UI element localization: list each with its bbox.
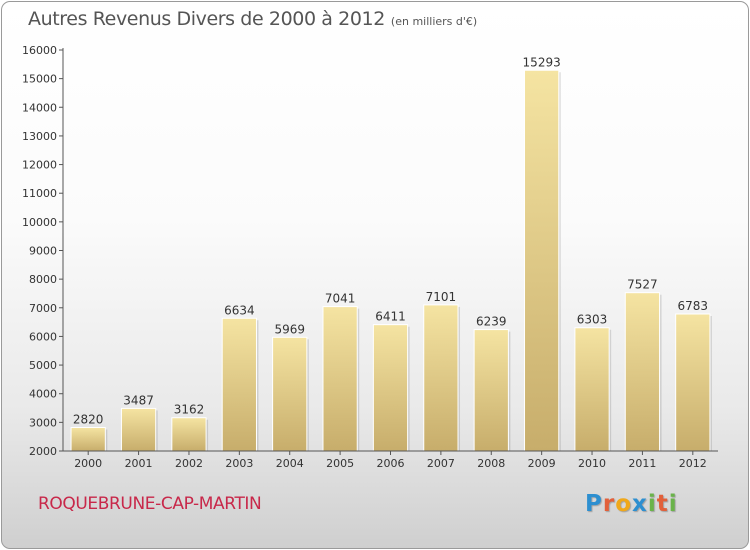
y-tick-label: 6000 bbox=[29, 330, 57, 343]
bar-2001 bbox=[120, 407, 157, 452]
y-tick-label: 4000 bbox=[29, 388, 57, 401]
y-tick-label: 10000 bbox=[22, 216, 57, 229]
bar-2002 bbox=[171, 417, 207, 452]
x-tick-label: 2000 bbox=[74, 457, 102, 470]
logo-letter: i bbox=[647, 491, 657, 517]
x-tick-label: 2006 bbox=[377, 457, 405, 470]
x-axis: 2000 2001 2002 2003 2004 2005 2006 2007 2008 2009… bbox=[63, 450, 718, 470]
bar-value-label: 6634 bbox=[224, 303, 255, 317]
bar-value-label: 6411 bbox=[375, 310, 406, 324]
chart-title: Autres Revenus Divers de 2000 à 2012 (en … bbox=[28, 8, 477, 30]
y-tick-label: 8000 bbox=[29, 273, 57, 286]
y-tick-label: 2000 bbox=[29, 445, 57, 458]
x-tick-label: 2007 bbox=[427, 457, 455, 470]
logo-letter: P bbox=[585, 491, 603, 517]
y-tick-label: 7000 bbox=[29, 302, 57, 315]
logo-letter: r bbox=[602, 491, 616, 517]
bar-2000 bbox=[70, 427, 106, 452]
bar-value-label: 3162 bbox=[174, 403, 205, 417]
y-tick-label: 9000 bbox=[29, 245, 57, 258]
logo-letter: o bbox=[615, 491, 633, 517]
x-tick-label: 2001 bbox=[125, 457, 153, 470]
chart-subtitle: (en milliers d'€) bbox=[390, 15, 478, 28]
bar-value-label: 15293 bbox=[523, 55, 561, 69]
bar-2012 bbox=[675, 313, 711, 452]
y-tick-label: 3000 bbox=[29, 416, 57, 429]
x-tick-label: 2003 bbox=[225, 457, 253, 470]
bars: 2820 3487 3162 6634 5969 7041 6411 7101 6239 1529… bbox=[70, 55, 712, 452]
y-tick-label: 16000 bbox=[22, 44, 57, 57]
commune-name: ROQUEBRUNE-CAP-MARTIN bbox=[38, 494, 262, 514]
bar-2010 bbox=[574, 327, 610, 452]
bar-value-label: 7527 bbox=[627, 278, 658, 292]
y-tick-label: 12000 bbox=[22, 159, 57, 172]
bar-value-label: 6239 bbox=[476, 315, 507, 329]
y-tick-label: 15000 bbox=[22, 73, 57, 86]
x-tick-label: 2002 bbox=[175, 457, 203, 470]
logo-letter: i bbox=[668, 491, 678, 517]
x-tick-label: 2011 bbox=[628, 457, 656, 470]
x-tick-label: 2010 bbox=[578, 457, 606, 470]
y-tick-label: 5000 bbox=[29, 359, 57, 372]
bar-2008 bbox=[473, 329, 509, 452]
chart-title-text: Autres Revenus Divers de 2000 à 2012 bbox=[28, 8, 385, 30]
bar-value-label: 6783 bbox=[678, 299, 709, 313]
bar-2006 bbox=[372, 324, 409, 452]
bar-2007 bbox=[423, 304, 459, 452]
proxiti-logo: Proxiti bbox=[585, 491, 678, 517]
bar-2009 bbox=[524, 69, 560, 452]
bar-2005 bbox=[322, 306, 358, 452]
bar-2003 bbox=[221, 317, 257, 452]
y-axis: 2000 3000 4000 5000 6000 7000 8000 9000 10000 110… bbox=[22, 44, 64, 458]
bar-value-label: 5969 bbox=[274, 322, 305, 336]
y-tick-label: 14000 bbox=[22, 101, 57, 114]
bar-value-label: 7041 bbox=[325, 292, 356, 306]
x-tick-label: 2005 bbox=[326, 457, 354, 470]
bar-value-label: 2820 bbox=[73, 413, 104, 427]
logo-letter: t bbox=[656, 491, 669, 517]
x-tick-label: 2004 bbox=[276, 457, 304, 470]
x-tick-label: 2009 bbox=[528, 457, 556, 470]
bar-value-label: 3487 bbox=[123, 393, 154, 407]
y-tick-label: 11000 bbox=[22, 187, 57, 200]
logo-letter: x bbox=[632, 491, 648, 517]
x-tick-label: 2012 bbox=[679, 457, 707, 470]
bar-2004 bbox=[272, 336, 308, 452]
bar-2011 bbox=[624, 292, 661, 452]
bar-value-label: 6303 bbox=[577, 313, 608, 327]
x-tick-label: 2008 bbox=[477, 457, 505, 470]
bar-value-label: 7101 bbox=[426, 290, 457, 304]
y-tick-label: 13000 bbox=[22, 130, 57, 143]
